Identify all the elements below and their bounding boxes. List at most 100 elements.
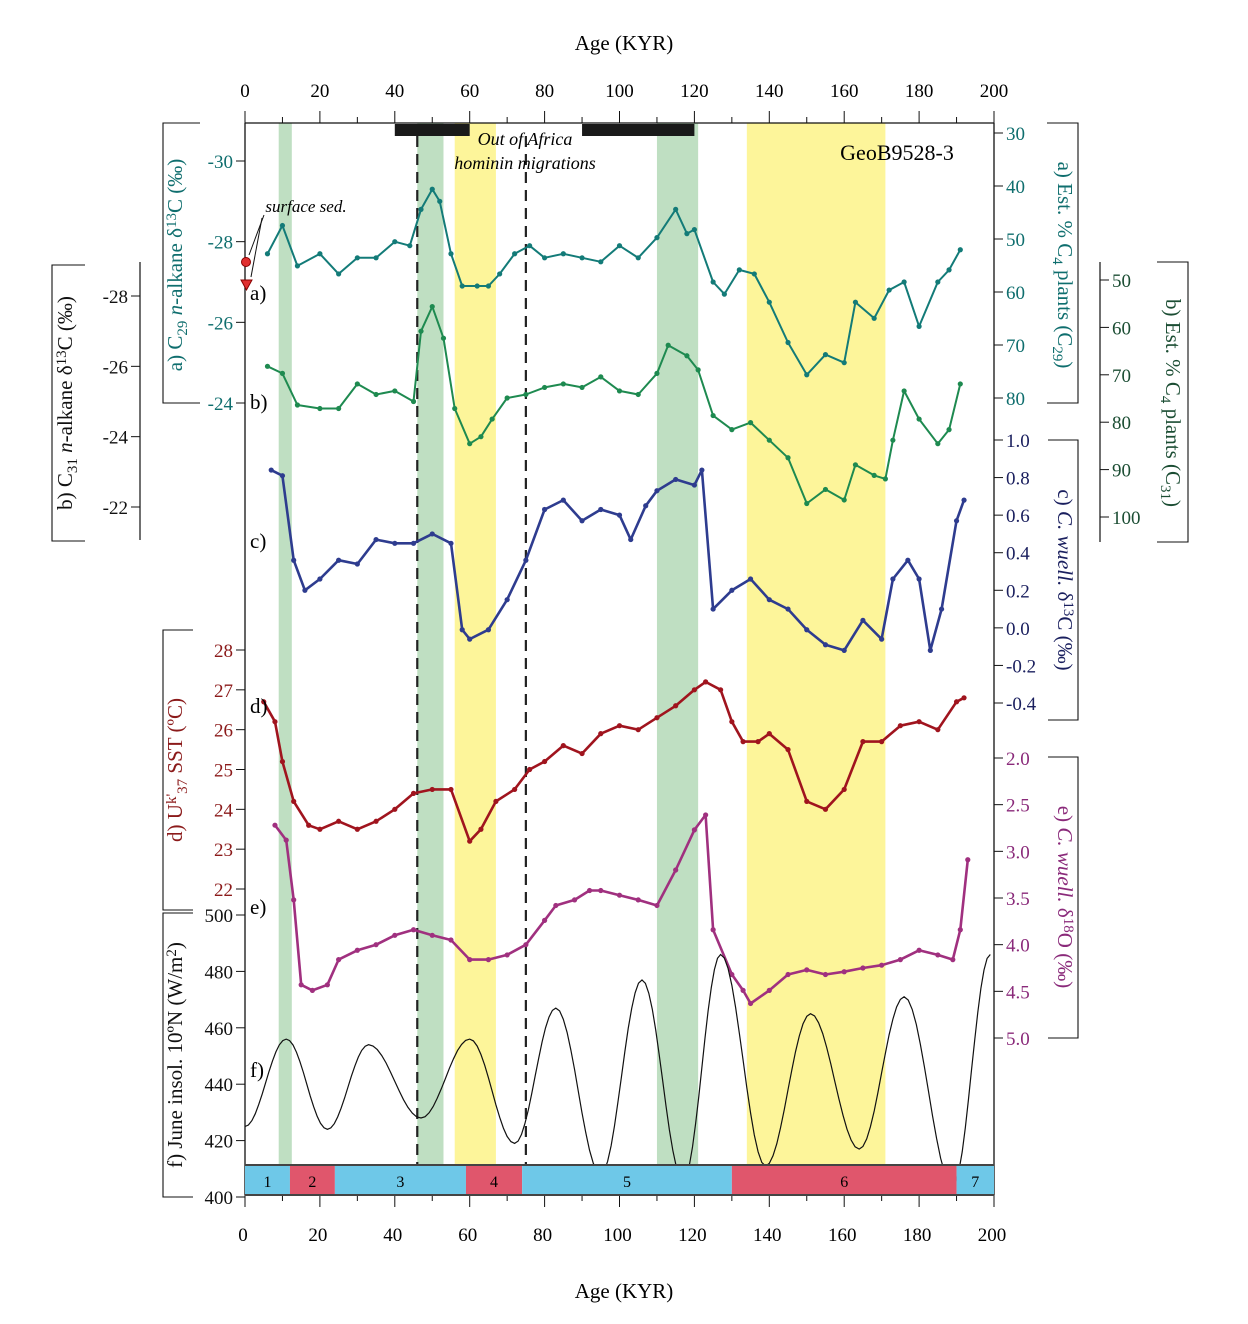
data-point: [459, 283, 465, 289]
y-axis-title-part: ): [163, 942, 187, 949]
data-point: [291, 897, 297, 903]
data-point: [665, 342, 671, 348]
top-x-tick-label: 120: [680, 81, 709, 102]
data-point: [392, 932, 398, 938]
green-shaded-interval: [656, 123, 699, 1165]
hominin-migrations-label: hominin migrations: [454, 153, 596, 173]
y-tick-label: -24: [103, 428, 129, 449]
bottom-x-tick-label: 20: [308, 1225, 327, 1246]
data-point: [703, 812, 709, 818]
data-point: [429, 932, 435, 938]
data-point: [950, 957, 956, 963]
y-axis-title-part: ): [1053, 361, 1077, 368]
b-right-axis: 50 60 70 80 90 100 b) Est. % C4 plants (C31): [1099, 261, 1189, 543]
surface-sed-c31-marker: [240, 279, 253, 292]
data-point: [579, 750, 585, 757]
data-point: [804, 798, 810, 804]
y-axis-title-part: 37: [175, 778, 191, 794]
data-point: [373, 818, 379, 824]
data-point: [373, 536, 379, 543]
migration-period-bar: [394, 124, 470, 136]
data-point: [822, 352, 829, 358]
mis-stage-label: 2: [308, 1174, 316, 1191]
data-point: [309, 987, 316, 994]
data-point: [766, 597, 772, 603]
y-axis-title-part: n: [53, 442, 77, 453]
data-point: [410, 927, 417, 933]
data-point: [542, 506, 548, 513]
data-point: [336, 957, 342, 963]
data-point: [860, 617, 866, 623]
y-axis-title-part: δ: [1053, 586, 1077, 601]
y-axis-title-part: a) Est. % C: [1053, 162, 1077, 258]
data-point: [804, 967, 810, 973]
data-point: [261, 699, 267, 705]
data-point: [703, 679, 709, 685]
y-tick-label: 480: [205, 962, 234, 983]
data-point: [279, 222, 286, 229]
data-point: [302, 587, 308, 593]
f-left-axis: 500 480 460 440 420 400 f) June insol. 10ºN (W…: [162, 906, 245, 1209]
series-d: d): [250, 679, 967, 844]
y-axis-title: c) C. wuell. δ13C (‰): [1053, 489, 1077, 670]
data-point: [822, 806, 829, 812]
data-point: [938, 606, 945, 612]
y-axis-title-part: a) C: [163, 336, 187, 372]
bottom-x-tick-label: 0: [238, 1225, 248, 1246]
series-line: [266, 188, 962, 376]
a-right-axis: 30 40 50 60 70 80 a) Est. % C4 plants (C29): [994, 122, 1079, 410]
y-tick-label: 28: [214, 641, 233, 662]
y-tick-label: 40: [1006, 177, 1025, 198]
y-axis-title: a) Est. % C4 plants (C29): [1050, 162, 1078, 369]
yellow-shaded-interval: [454, 123, 496, 1165]
data-point: [691, 482, 698, 488]
data-point: [467, 441, 473, 447]
mis-stage-label: 5: [623, 1174, 631, 1191]
data-point: [751, 271, 757, 277]
y-axis-title-part: O (‰): [1053, 933, 1077, 988]
data-point: [785, 455, 791, 461]
data-point: [291, 557, 297, 563]
data-point: [542, 758, 548, 765]
green-shaded-interval: [278, 123, 292, 1165]
top-x-tick-label: 0: [240, 81, 250, 102]
data-point: [467, 636, 473, 642]
data-point: [785, 606, 791, 612]
data-point: [354, 381, 360, 387]
data-point: [901, 279, 907, 285]
data-point: [879, 962, 885, 968]
axis-label-bracket: [162, 912, 193, 1198]
data-point: [418, 328, 424, 334]
data-point: [841, 360, 847, 366]
top-x-tick-label: 20: [310, 81, 329, 102]
data-point: [654, 488, 660, 494]
mis-stage-7: [956, 1165, 994, 1195]
y-tick-label: 27: [214, 681, 233, 702]
data-point: [579, 518, 585, 524]
y-tick-label: 60: [1112, 318, 1131, 339]
series-lines: a) b) c) d) e) f): [244, 186, 991, 1187]
y-tick-label: 30: [1006, 124, 1025, 145]
data-point: [504, 952, 510, 958]
y-tick-label: 400: [205, 1188, 234, 1209]
y-axis-title-part: 31: [1158, 485, 1174, 500]
bottom-x-axis-title: Age (KYR): [575, 1279, 674, 1303]
data-point: [317, 576, 323, 582]
data-point: [673, 206, 679, 212]
data-point: [410, 398, 417, 405]
data-point: [542, 255, 548, 261]
y-tick-label: 0.2: [1006, 581, 1030, 602]
data-point: [571, 897, 578, 903]
mis-stage-label: 4: [490, 1174, 498, 1191]
data-point: [264, 251, 271, 257]
data-point: [740, 739, 746, 745]
series-line: [262, 680, 965, 843]
data-point: [317, 405, 323, 412]
data-point: [410, 790, 417, 797]
data-point: [953, 699, 960, 705]
y-axis-title-part: -alkane δ: [163, 228, 187, 305]
y-tick-label: 0.4: [1006, 544, 1030, 565]
data-point: [684, 353, 690, 359]
data-point: [410, 540, 417, 546]
